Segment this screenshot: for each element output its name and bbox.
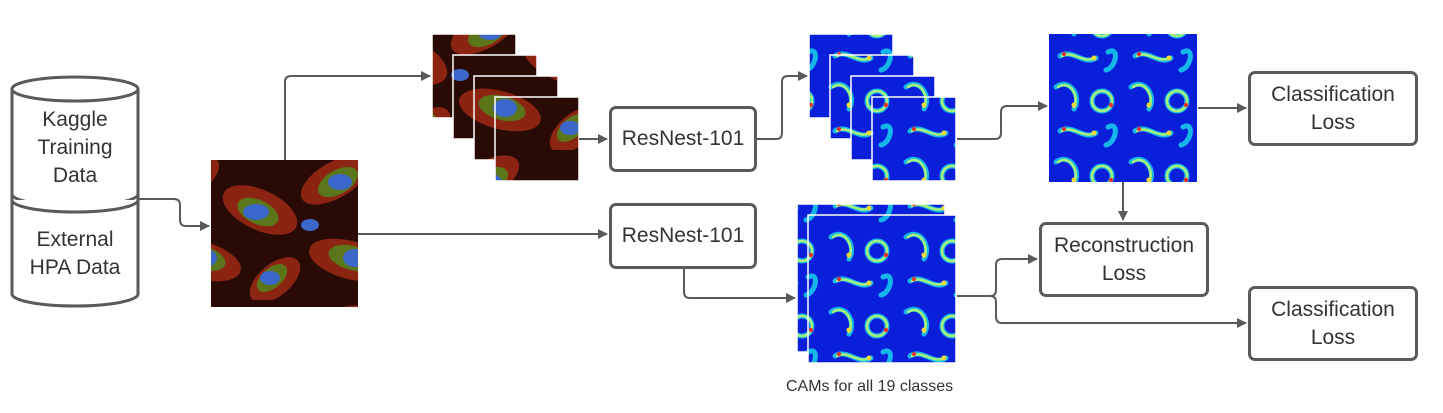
reconstruction-loss-node: Reconstruction Loss bbox=[1039, 222, 1209, 297]
arrow-image-to-crops bbox=[284, 71, 431, 160]
database-top bbox=[10, 75, 140, 103]
resnest-top-node: ResNest-101 bbox=[609, 106, 757, 172]
cam-caption: CAMs for all 19 classes bbox=[786, 378, 954, 395]
arrow-cams-to-classification bbox=[989, 295, 1247, 328]
arrow-resnest-to-bottom-cams bbox=[683, 268, 796, 303]
classification-loss-top-node: Classification Loss bbox=[1248, 71, 1418, 146]
input-cell-image bbox=[211, 160, 358, 307]
database-top-label: Kaggle Training Data bbox=[37, 108, 113, 187]
cam-map bbox=[807, 214, 957, 364]
arrow-cams-to-reconstruction bbox=[957, 254, 1038, 297]
database-divider-2 bbox=[10, 199, 140, 214]
connectors bbox=[138, 71, 1247, 328]
cam-map bbox=[871, 96, 957, 182]
augmented-image bbox=[494, 96, 580, 182]
arrow-cams-to-aggregate bbox=[957, 101, 1048, 140]
database-cylinder bbox=[10, 75, 140, 308]
top-cam-stack bbox=[808, 33, 957, 182]
database-bottom-label: External HPA Data bbox=[29, 228, 121, 279]
augmented-image-stack bbox=[431, 33, 580, 182]
bottom-cam-stack bbox=[796, 203, 957, 364]
arrow-db-to-image bbox=[138, 198, 210, 231]
arrow-resnest-to-cams bbox=[756, 71, 808, 140]
aggregated-cam bbox=[1049, 34, 1197, 182]
classification-loss-bottom-node: Classification Loss bbox=[1248, 286, 1418, 361]
resnest-bottom-node: ResNest-101 bbox=[609, 203, 757, 269]
